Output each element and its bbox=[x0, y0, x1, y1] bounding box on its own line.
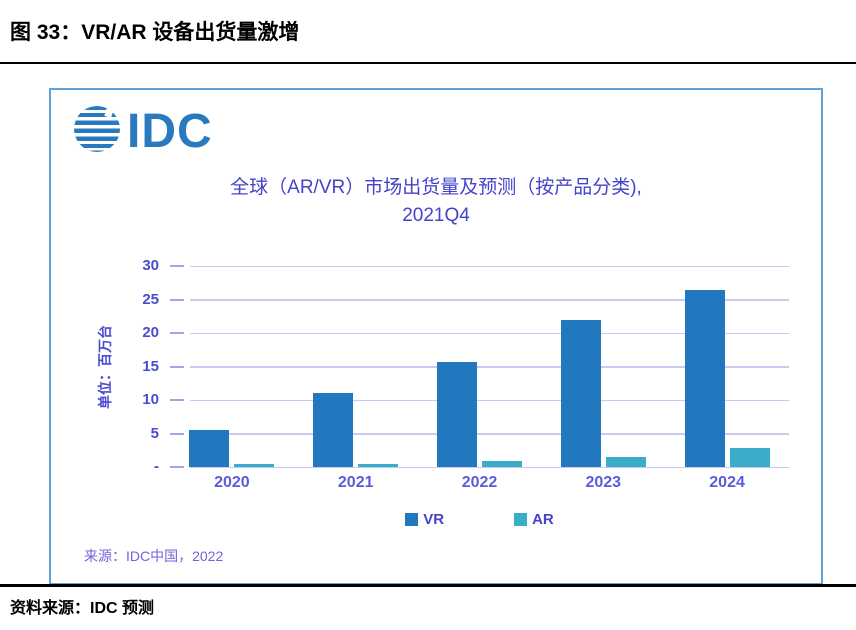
legend-marker-ar bbox=[514, 513, 528, 526]
bar-ar-2020 bbox=[234, 464, 275, 467]
y-tick-label-5: 5 bbox=[150, 424, 159, 442]
y-tick-label-0: - bbox=[154, 458, 159, 475]
idc-logo: IDC bbox=[74, 105, 213, 155]
y-tick-label-10: 10 bbox=[142, 391, 159, 408]
chart-title-line2: 2021Q4 bbox=[402, 205, 470, 226]
y-axis-labels: - 5 10 15 20 25 30 bbox=[115, 257, 159, 475]
y-tick-mark-0 bbox=[170, 466, 184, 468]
legend-marker-vr bbox=[405, 513, 419, 526]
legend-item-ar: AR bbox=[514, 511, 554, 528]
x-tick-label-2021: 2021 bbox=[337, 474, 374, 491]
bar-vr-2024 bbox=[684, 290, 725, 467]
y-tick-mark-5 bbox=[170, 432, 184, 435]
y-tick-label-30: 30 bbox=[142, 257, 159, 274]
x-tick-label-2022: 2022 bbox=[461, 474, 498, 491]
figure-title: 图 33：VR/AR 设备出货量激增 bbox=[10, 21, 300, 44]
y-tick-mark-30 bbox=[170, 265, 184, 267]
chart-source-note: 来源：IDC中国，2022 bbox=[84, 548, 224, 564]
gridline-20 bbox=[190, 332, 789, 334]
y-tick-label-15: 15 bbox=[142, 357, 159, 375]
bar-vr-2022 bbox=[437, 361, 477, 467]
y-tick-label-25: 25 bbox=[142, 290, 159, 308]
gridline-0 bbox=[190, 466, 789, 468]
bar-vr-2020 bbox=[189, 430, 230, 467]
bar-ar-2023 bbox=[605, 456, 646, 467]
footer-source: 资料来源：IDC 预测 bbox=[10, 600, 155, 617]
idc-logo-text: IDC bbox=[127, 105, 213, 155]
bar-vr-2021 bbox=[313, 393, 354, 467]
chart-title: 全球（AR/VR）市场出货量及预测（按产品分类), 2021Q4 bbox=[51, 174, 821, 230]
idc-globe-icon bbox=[74, 106, 120, 152]
legend-item-vr: VR bbox=[405, 511, 444, 528]
bar-ar-2024 bbox=[729, 447, 770, 467]
title-divider bbox=[0, 62, 856, 64]
y-tick-mark-10 bbox=[170, 399, 184, 401]
gridline-10 bbox=[190, 399, 789, 401]
x-axis-labels: 2020 2021 2022 2023 2024 bbox=[170, 474, 789, 494]
y-axis-title: 单位：百万台 bbox=[97, 325, 113, 409]
gridline-15 bbox=[190, 366, 789, 368]
gridline-5 bbox=[190, 433, 789, 435]
y-tick-mark-15 bbox=[170, 365, 184, 368]
gridline-30 bbox=[190, 265, 789, 267]
plot-area bbox=[170, 265, 789, 468]
chart-panel: IDC 全球（AR/VR）市场出货量及预测（按产品分类), 2021Q4 单位：… bbox=[49, 88, 823, 585]
chart-title-line1: 全球（AR/VR）市场出货量及预测（按产品分类), bbox=[230, 177, 642, 198]
legend-label-vr: VR bbox=[423, 511, 445, 528]
legend: VR AR bbox=[170, 511, 789, 528]
bar-vr-2023 bbox=[560, 320, 601, 467]
x-tick-label-2024: 2024 bbox=[709, 474, 745, 491]
y-tick-label-20: 20 bbox=[142, 324, 159, 341]
legend-label-ar: AR bbox=[532, 511, 554, 528]
footer-divider bbox=[0, 584, 856, 587]
x-tick-label-2020: 2020 bbox=[214, 474, 250, 491]
gridline-25 bbox=[190, 299, 789, 301]
y-tick-mark-25 bbox=[170, 298, 184, 301]
bar-ar-2022 bbox=[482, 460, 522, 467]
x-tick-label-2023: 2023 bbox=[585, 474, 622, 491]
bar-ar-2021 bbox=[358, 463, 399, 467]
y-tick-mark-20 bbox=[170, 332, 184, 334]
